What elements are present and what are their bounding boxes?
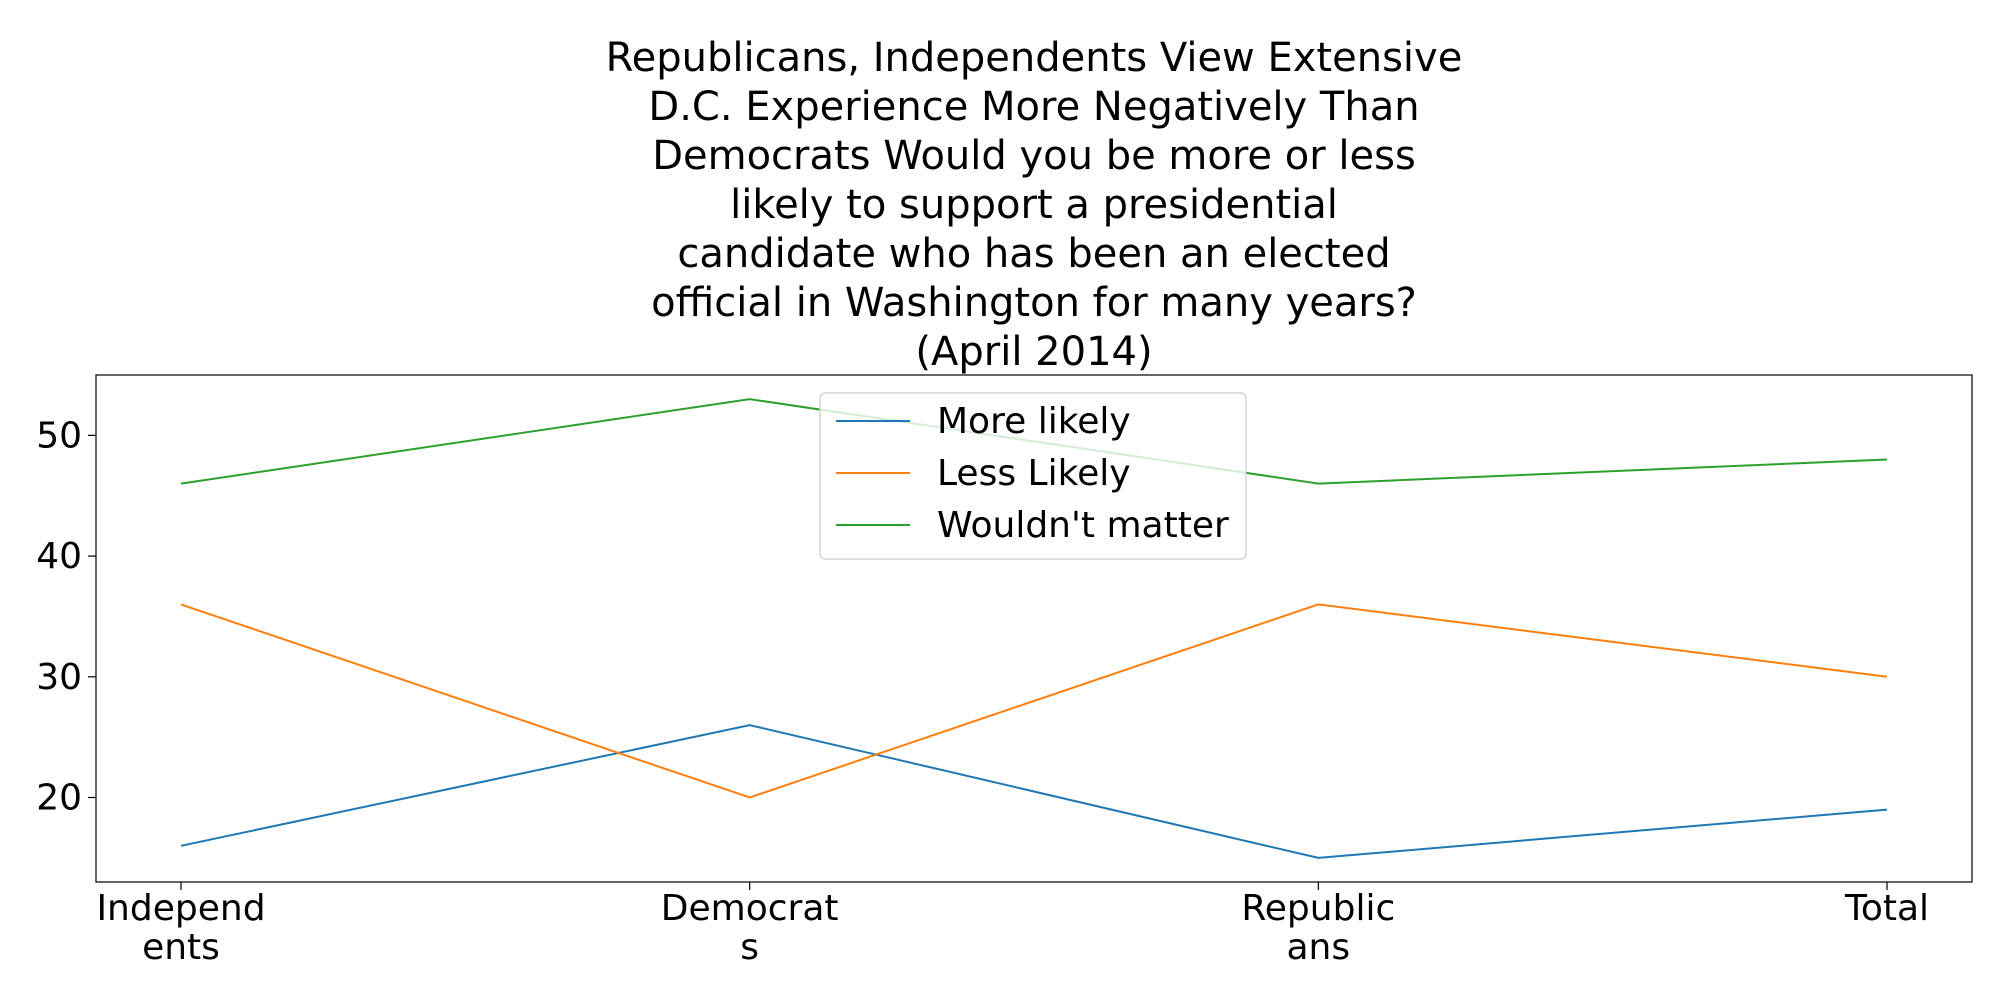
- chart-title-line: D.C. Experience More Negatively Than: [648, 84, 1419, 130]
- legend: More likely Less Likely Wouldn't matter: [819, 392, 1247, 560]
- legend-entry-label: Wouldn't matter: [937, 505, 1229, 546]
- chart-title-line: official in Washington for many years?: [651, 280, 1417, 326]
- chart-title-line: Democrats Would you be more or less: [652, 133, 1416, 179]
- chart-title-line: Republicans, Independents View Extensive: [606, 35, 1463, 81]
- x-tick-label: Democrat: [661, 888, 839, 929]
- legend-box: [819, 392, 1247, 560]
- x-tick-label: ents: [142, 927, 220, 968]
- chart-title-line: likely to support a presidential: [730, 182, 1338, 228]
- y-tick-label: 50: [36, 415, 82, 456]
- chart-title-line: candidate who has been an elected: [677, 231, 1390, 277]
- series-line-less-likely: [180, 603, 1888, 799]
- series-line-more-likely: [180, 724, 1888, 859]
- chart-title-line: (April 2014): [915, 329, 1152, 375]
- legend-entry-label: Less Likely: [937, 453, 1131, 494]
- x-axis: Independents Democrats Republicans Total: [96, 882, 1929, 968]
- plot-area: [95, 374, 1973, 883]
- y-tick-label: 30: [36, 657, 82, 698]
- x-tick-label: Republic: [1241, 888, 1395, 929]
- y-axis: 20 30 40 50: [36, 415, 96, 819]
- x-tick-label: s: [740, 927, 759, 968]
- x-tick-label: Independ: [96, 888, 265, 929]
- chart-title: Republicans, Independents View Extensive…: [606, 35, 1463, 375]
- x-tick-label: ans: [1287, 927, 1351, 968]
- legend-entry-label: More likely: [937, 401, 1131, 442]
- x-tick-label: Total: [1844, 888, 1929, 929]
- y-tick-label: 20: [36, 778, 82, 819]
- y-tick-label: 40: [36, 536, 82, 577]
